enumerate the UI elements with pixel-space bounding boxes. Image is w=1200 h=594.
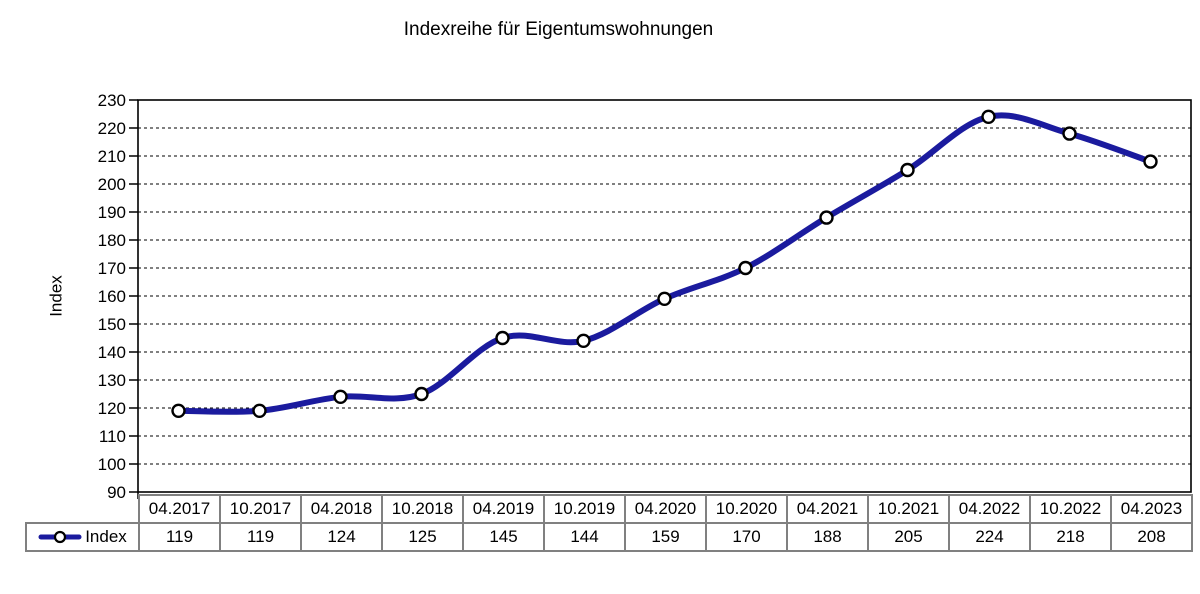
- x-axis-label-cell: 04.2017: [138, 494, 221, 524]
- y-axis-tick-label: 210: [98, 147, 126, 166]
- x-axis-label-cell: 04.2022: [948, 494, 1031, 524]
- x-axis-label-cell: 10.2022: [1029, 494, 1112, 524]
- value-cell: 205: [867, 522, 950, 552]
- index-series-line: [175, 112, 1154, 415]
- axes: 90 100 110 120 130 140 150 160 170 180 190 200 210 22…: [98, 91, 1192, 502]
- x-axis-label-cell: 10.2021: [867, 494, 950, 524]
- data-point-marker: [900, 162, 915, 178]
- value-cell: 224: [948, 522, 1031, 552]
- chart-title: Indexreihe für Eigentumswohnungen: [403, 19, 714, 40]
- series-value-row: Index 119 119 124 125 145 144 159 170 188 205 224 21…: [25, 522, 1193, 552]
- x-axis-label-cell: 10.2018: [381, 494, 464, 524]
- y-axis-tick-label: 220: [98, 119, 126, 138]
- value-cell: 159: [624, 522, 707, 552]
- y-axis-tick-label: 110: [99, 427, 126, 446]
- value-cell: 170: [705, 522, 788, 552]
- data-series: [171, 109, 1158, 418]
- value-cell: 124: [300, 522, 383, 552]
- x-axis-label-cell: 04.2023: [1110, 494, 1193, 524]
- y-axis-tick-label: 130: [98, 371, 126, 390]
- table-spacer-cell: [26, 495, 139, 523]
- y-axis-tick-label: 120: [98, 399, 126, 418]
- data-point-marker: [252, 403, 267, 418]
- y-axis-tick-label: 160: [98, 287, 126, 306]
- x-axis-label-cell: 10.2020: [705, 494, 788, 524]
- data-point-marker: [657, 291, 672, 306]
- x-axis-label-cell: 04.2020: [624, 494, 707, 524]
- plot-border: [137, 99, 1192, 493]
- value-cell: 144: [543, 522, 626, 552]
- data-point-marker: [414, 386, 429, 402]
- x-axis-label-cell: 10.2017: [219, 494, 302, 524]
- x-axis-label-cell: 04.2018: [300, 494, 383, 524]
- data-point-marker: [1143, 154, 1158, 169]
- legend-label: Index: [85, 527, 127, 546]
- data-point-marker: [981, 109, 996, 125]
- data-point-marker: [171, 403, 186, 418]
- y-axis-title: Index: [46, 275, 65, 317]
- data-point-marker: [576, 333, 591, 348]
- y-axis-tick-label: 140: [98, 343, 126, 362]
- y-axis-tick-label: 170: [98, 259, 126, 278]
- x-axis-label-cell: 04.2019: [462, 494, 545, 524]
- gridlines: [138, 127, 1191, 465]
- y-axis-tick-label: 100: [98, 455, 126, 474]
- y-axis-tick-label: 200: [98, 175, 126, 194]
- chart-data-table: 04.2017 10.2017 04.2018 10.2018 04.2019 10.20…: [25, 494, 1193, 552]
- data-point-marker: [819, 210, 834, 225]
- value-cell: 188: [786, 522, 869, 552]
- line-chart: 90 100 110 120 130 140 150 160 170 180 190 200 210 22…: [46, 91, 1192, 502]
- data-point-marker: [1062, 126, 1077, 141]
- data-point-marker: [738, 260, 753, 276]
- y-axis-tick-label: 180: [98, 231, 126, 250]
- value-cell: 125: [381, 522, 464, 552]
- value-cell: 145: [462, 522, 545, 552]
- data-point-marker: [333, 389, 348, 404]
- legend-cell: Index: [25, 522, 140, 552]
- value-cell: 119: [138, 522, 221, 552]
- legend-marker-icon: [38, 530, 82, 544]
- y-axis-tick-label: 230: [98, 91, 126, 110]
- x-axis-label-cell: 04.2021: [786, 494, 869, 524]
- value-cell: 218: [1029, 522, 1112, 552]
- value-cell: 208: [1110, 522, 1193, 552]
- x-axis-header-row: 04.2017 10.2017 04.2018 10.2018 04.2019 10.20…: [26, 494, 1193, 524]
- data-point-marker: [495, 330, 510, 346]
- value-cell: 119: [219, 522, 302, 552]
- y-axis-tick-label: 190: [98, 203, 126, 222]
- y-axis-tick-label: 150: [98, 315, 126, 334]
- y-axis-tick-label: 90: [107, 483, 126, 502]
- x-axis-label-cell: 10.2019: [543, 494, 626, 524]
